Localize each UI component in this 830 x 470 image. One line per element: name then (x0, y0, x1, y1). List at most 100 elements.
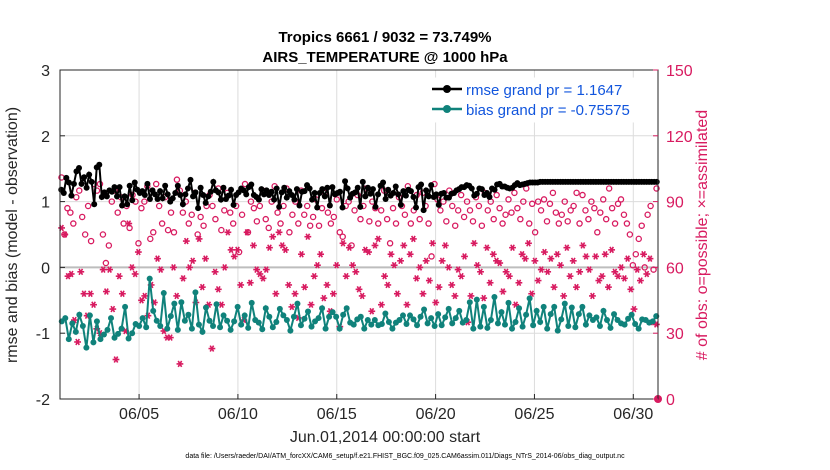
rmse-point (271, 196, 278, 203)
right-tick-label: 0 (666, 392, 675, 409)
bias-point (586, 312, 593, 319)
assimilated-obs-point (643, 270, 651, 278)
rmse-point (380, 179, 387, 186)
assimilated-obs-point (365, 248, 372, 256)
bias-point (129, 330, 136, 337)
bias-point (220, 312, 227, 319)
assimilated-obs-point (627, 285, 635, 293)
bias-point (501, 321, 508, 328)
bias-point (76, 311, 83, 318)
assimilated-obs-stroke (490, 250, 496, 258)
possible-obs-point (212, 215, 219, 223)
assimilated-obs-point (102, 288, 110, 295)
bias-point (255, 319, 262, 326)
possible-obs-point (543, 218, 551, 225)
x-axis-label: Jun.01,2014 00:00:00 start (290, 429, 481, 446)
assimilated-obs-point (521, 255, 529, 262)
assimilated-obs-stroke (103, 288, 109, 295)
assimilated-obs-stroke (500, 288, 506, 295)
possible-obs-point (520, 198, 527, 205)
bias-point (611, 311, 618, 318)
assimilated-obs-stroke (503, 268, 509, 276)
assimilated-obs-point (61, 231, 69, 238)
assimilated-obs-stroke (91, 301, 96, 309)
assimilated-obs-point (115, 272, 123, 280)
assimilated-obs-stroke (366, 248, 371, 256)
bias-point (234, 303, 241, 310)
rmse-point (121, 193, 128, 200)
possible-obs-point (546, 200, 554, 208)
rmse-point (124, 201, 131, 208)
rmse-point (352, 189, 359, 196)
assimilated-obs-stroke (78, 268, 84, 276)
assimilated-obs-point (477, 268, 484, 276)
bias-point (442, 314, 449, 321)
possible-obs-point (221, 207, 228, 214)
possible-obs-point (564, 218, 571, 225)
rmse-point (78, 180, 85, 187)
bias-point (561, 300, 568, 307)
rmse-point (283, 194, 290, 201)
rmse-point (468, 185, 475, 192)
assimilated-obs-point (387, 250, 395, 258)
assimilated-obs-stroke (267, 244, 272, 252)
assimilated-obs-stroke (593, 253, 599, 260)
rmse-point (220, 184, 227, 191)
possible-obs-point (623, 220, 631, 227)
assimilated-obs-stroke (449, 281, 455, 289)
rmse-point (433, 191, 440, 198)
bias-point (62, 315, 69, 322)
assimilated-obs-point (224, 228, 232, 236)
assimilated-obs-point (566, 272, 574, 280)
possible-obs-point (274, 209, 281, 216)
assimilated-obs-stroke (385, 281, 391, 289)
rmse-point (385, 186, 392, 193)
assimilated-obs-point (195, 235, 203, 243)
rmse-point (390, 190, 397, 197)
bias-point (213, 301, 220, 308)
rmse-point (400, 188, 407, 195)
assimilated-obs-stroke (135, 248, 141, 256)
assimilated-obs-point (86, 290, 94, 298)
bias-point (431, 322, 438, 329)
possible-obs-point (366, 218, 373, 225)
assimilated-obs-stroke (455, 266, 461, 273)
assimilated-obs-stroke (497, 259, 503, 267)
assimilated-obs-stroke (363, 246, 368, 254)
possible-obs-point (386, 240, 394, 247)
rmse-point (207, 188, 214, 195)
assimilated-obs-point (259, 275, 267, 282)
assimilated-obs-point (166, 334, 174, 341)
assimilated-obs-point (266, 244, 273, 252)
bias-point (403, 320, 410, 327)
assimilated-obs-point (637, 277, 644, 284)
possible-obs-point (295, 220, 302, 227)
assimilated-obs-point (118, 290, 126, 298)
possible-obs-point (457, 191, 465, 199)
bias-point (192, 289, 199, 296)
rmse-point (258, 186, 265, 193)
bias-point (294, 300, 301, 307)
assimilated-obs-stroke (398, 257, 403, 265)
bias-point (319, 305, 326, 312)
possible-obs-point (514, 204, 521, 212)
assimilated-obs-stroke (478, 268, 483, 276)
bias-point (343, 305, 350, 312)
left-tick-label: 3 (41, 63, 50, 80)
assimilated-obs-stroke (513, 301, 519, 309)
possible-obs-point (573, 189, 580, 197)
rmse-point (329, 184, 336, 191)
possible-obs-point (537, 207, 545, 214)
assimilated-obs-stroke (516, 279, 522, 287)
bias-point (122, 303, 129, 310)
possible-obs-point (629, 261, 637, 269)
assimilated-obs-stroke (628, 285, 634, 293)
possible-obs-point (463, 198, 471, 205)
possible-obs-point (324, 209, 332, 216)
assimilated-obs-point (384, 281, 392, 289)
possible-obs-point (614, 200, 622, 208)
rmse-point (255, 196, 262, 203)
bias-point (153, 317, 160, 324)
bias-point (125, 335, 132, 342)
rmse-point (179, 201, 186, 208)
